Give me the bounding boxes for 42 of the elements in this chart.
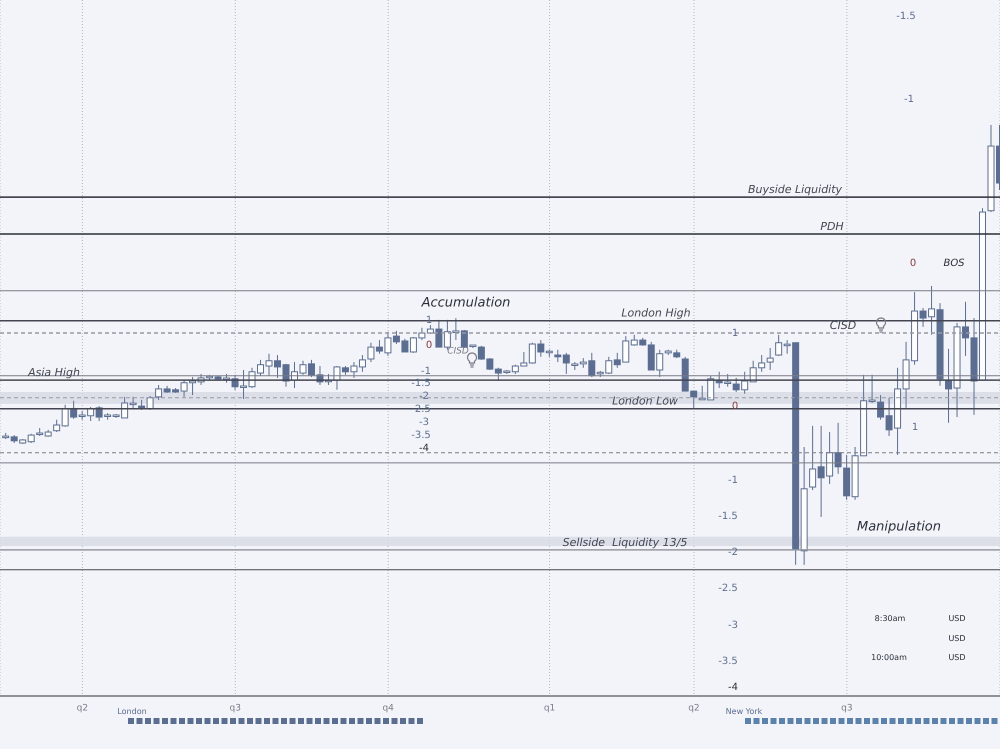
annotation: -2 [728, 547, 738, 558]
annotation: -4 [419, 443, 429, 454]
text: -4 [728, 682, 738, 693]
text: -1.5 [896, 11, 916, 22]
annotation: Accumulation [422, 296, 510, 310]
text: USD [948, 653, 966, 662]
annotation: BOS [943, 258, 965, 269]
annotation: -1.5 [718, 511, 738, 522]
candlestick [766, 348, 774, 370]
text: 10:00am [871, 653, 907, 662]
annotation: Manipulation [856, 520, 942, 534]
annotation: -3.5 [411, 430, 431, 441]
annotation: -1.5 [411, 378, 431, 389]
text: USD [948, 614, 966, 623]
ref-line-label: London Low [612, 394, 678, 408]
text: -2.5 [718, 583, 738, 594]
annotation: -2 [419, 391, 429, 402]
ref-line-label: London High [621, 306, 691, 320]
annotation: 1 [732, 328, 738, 339]
text: 8:30am [874, 614, 906, 623]
x-tick-label: q3 [841, 703, 853, 714]
ref-line-label: Sellside Liquidity 13/5 [562, 536, 688, 549]
x-tick-label: q2 [688, 703, 700, 714]
annotation: CISD [447, 346, 469, 356]
x-tick-label: q1 [544, 703, 556, 714]
ref-line-label: PDH [820, 220, 844, 234]
annotation: 0 [910, 258, 916, 269]
x-tick-label: q3 [230, 703, 242, 714]
x-tick-label: q2 [76, 703, 88, 714]
text: New York [726, 707, 762, 716]
annotation: 1 [912, 422, 918, 433]
text: -3.5 [718, 656, 738, 667]
text: London [117, 707, 147, 716]
ref-line-label: Buyside Liquidity [748, 183, 843, 196]
text: -3 [728, 620, 738, 631]
annotation: -1 [421, 366, 431, 377]
annotation: 0 [426, 340, 432, 351]
x-tick-label: q4 [382, 703, 394, 714]
annotation: -1 [728, 475, 738, 486]
text: USD [948, 634, 966, 643]
annotation: -3 [419, 417, 429, 428]
text: -1 [904, 94, 914, 105]
